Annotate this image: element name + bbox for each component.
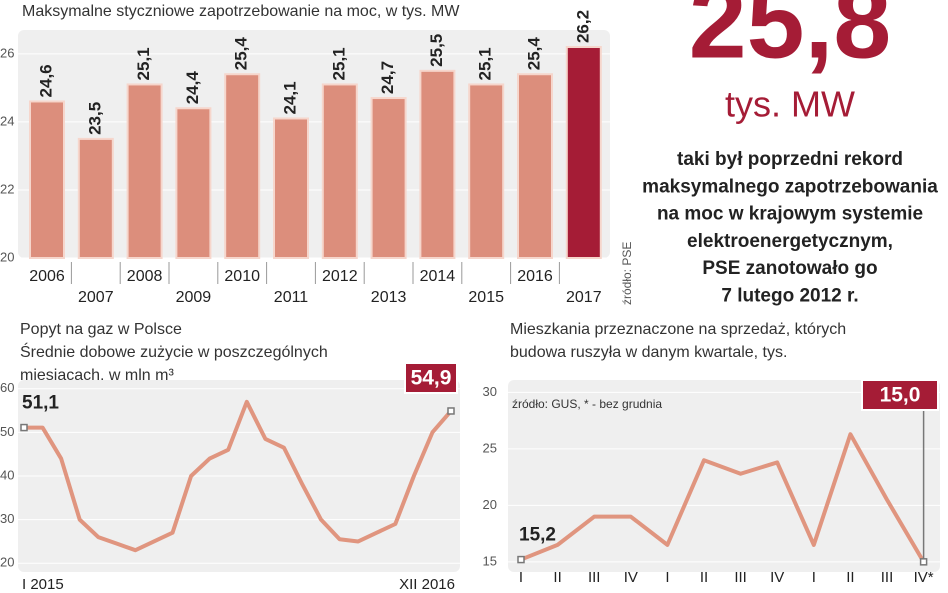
y-tick-label: 24 (0, 113, 14, 128)
bar (565, 46, 602, 260)
gas-chart-subtitle: miesiącach, w mln m³ (20, 367, 174, 384)
bar (273, 117, 309, 259)
data-line (24, 399, 453, 553)
value-label: 24,7 (378, 61, 397, 94)
record-text: na moc w krajowym systemie (657, 204, 923, 225)
value-label: 23,5 (85, 102, 104, 135)
value-label: 25,5 (427, 34, 446, 67)
y-tick-label: 30 (483, 384, 497, 399)
bar (517, 73, 553, 260)
x-tick-label: II (700, 569, 708, 586)
bar (468, 83, 505, 260)
point-marker (919, 558, 928, 566)
value-label: 24,6 (36, 64, 55, 97)
value-box (861, 379, 939, 411)
x-tick-label: 2012 (322, 268, 358, 285)
x-tick-label: 2009 (176, 289, 212, 306)
x-tick-label: 2015 (468, 289, 504, 306)
y-tick-label: 20 (483, 497, 497, 512)
point-marker (447, 407, 455, 415)
x-tick-label: I 2015 (22, 576, 64, 593)
value-label: 15,0 (880, 384, 921, 407)
value-label: 26,2 (573, 10, 592, 43)
value-label: 25,4 (524, 37, 543, 71)
y-tick-label: 40 (0, 467, 14, 482)
value-label: 54,9 (411, 367, 452, 390)
x-tick-label: 2017 (566, 289, 602, 306)
gas-chart-subtitle: Średnie dobowe zużycie w poszczególnych (20, 342, 328, 361)
x-tick-label: XII 2016 (399, 576, 455, 593)
value-label: 25,1 (476, 47, 495, 80)
x-tick-label: I (812, 569, 816, 586)
x-tick-label: IV (770, 569, 784, 586)
value-label: 24,4 (183, 71, 202, 105)
housing-chart-title: budowa ruszyła w danym kwartale, tys. (510, 344, 787, 361)
y-tick-label: 25 (483, 440, 497, 455)
y-tick-label: 50 (0, 424, 14, 439)
y-tick-label: 22 (0, 181, 14, 196)
value-label: 51,1 (22, 393, 59, 414)
record-value: 25,8 (689, 0, 891, 80)
x-tick-label: 2008 (127, 268, 163, 285)
x-tick-label: 2010 (224, 268, 260, 285)
bar (321, 83, 358, 260)
record-text: PSE zanotowało go (702, 258, 877, 279)
point-marker (517, 555, 525, 564)
source-note: źródło: GUS, * - bez grudnia (512, 397, 662, 411)
bar (126, 83, 163, 260)
value-label: 24,1 (280, 81, 299, 114)
gas-chart-title: Popyt na gaz w Polsce (20, 321, 182, 338)
y-tick-label: 20 (0, 249, 14, 264)
plot-background (508, 380, 940, 572)
x-tick-label: 2006 (29, 268, 65, 285)
x-tick-label: II (846, 569, 854, 586)
y-tick-label: 60 (0, 380, 14, 395)
value-label: 25,1 (134, 47, 153, 80)
record-text: maksymalnego zapotrzebowania (642, 176, 938, 197)
x-tick-label: 2013 (371, 289, 407, 306)
y-tick-label: 15 (483, 553, 497, 568)
value-box (404, 362, 458, 394)
y-tick-label: 26 (0, 45, 14, 60)
x-tick-label: III (588, 569, 601, 586)
bar (175, 107, 212, 259)
x-tick-label: I (519, 569, 523, 586)
value-label: 25,4 (232, 37, 251, 71)
record-text: 7 lutego 2012 r. (721, 286, 858, 307)
x-tick-label: I (665, 569, 669, 586)
bar (419, 69, 456, 260)
bar (370, 97, 407, 259)
x-tick-label: IV* (914, 569, 934, 586)
point-marker (20, 423, 28, 432)
bar (77, 137, 114, 259)
data-line (520, 432, 926, 563)
plot-background (18, 30, 610, 258)
housing-chart-title: Mieszkania przeznaczone na sprzedaż, któ… (510, 321, 846, 338)
value-label: 25,1 (329, 47, 348, 80)
record-text: taki był poprzedni rekord (677, 149, 903, 170)
source-note: źródło: PSE (620, 242, 634, 305)
bar (29, 100, 65, 259)
x-tick-label: III (734, 569, 747, 586)
x-tick-label: III (881, 569, 894, 586)
bar-chart-title: Maksymalne styczniowe zapotrzebowanie na… (22, 3, 460, 20)
y-tick-label: 20 (0, 555, 14, 570)
x-tick-label: 2007 (78, 289, 114, 306)
y-tick-label: 30 (0, 511, 14, 526)
record-unit: tys. MW (725, 84, 855, 125)
value-label: 15,2 (519, 525, 556, 546)
x-tick-label: IV (624, 569, 638, 586)
bar (224, 73, 261, 260)
x-tick-label: 2016 (517, 268, 553, 285)
record-text: elektroenergetycznym, (687, 231, 893, 252)
x-tick-label: 2011 (274, 289, 309, 306)
x-tick-label: 2014 (420, 268, 456, 285)
x-tick-label: II (553, 569, 561, 586)
